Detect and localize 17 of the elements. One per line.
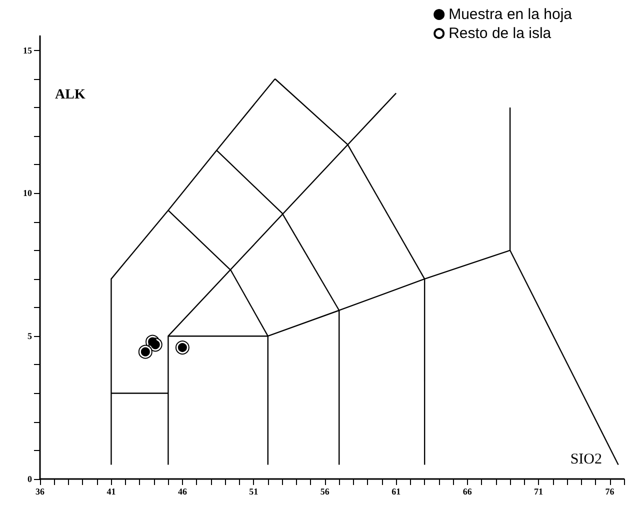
x-tick-label: 56 [320, 486, 330, 496]
x-axis-title: SIO2 [570, 452, 602, 468]
x-tick-label: 61 [392, 486, 402, 496]
x-tick-label: 36 [36, 486, 45, 496]
legend-label: Resto de la isla [448, 25, 552, 42]
x-tick-label: 46 [178, 486, 188, 496]
y-axis-title: ALK [55, 88, 86, 102]
legend-label: Muestra en la hoja [448, 6, 573, 23]
y-tick-label: 0 [28, 474, 32, 484]
x-tick-label: 76 [605, 486, 615, 496]
x-tick-label: 71 [534, 486, 544, 496]
x-tick-label: 41 [106, 486, 116, 496]
y-tick-label: 15 [23, 45, 32, 56]
x-tick-label: 66 [462, 486, 472, 496]
x-tick-label: 51 [249, 486, 259, 496]
y-tick-label: 10 [23, 188, 32, 198]
y-tick-label: 5 [28, 331, 32, 342]
